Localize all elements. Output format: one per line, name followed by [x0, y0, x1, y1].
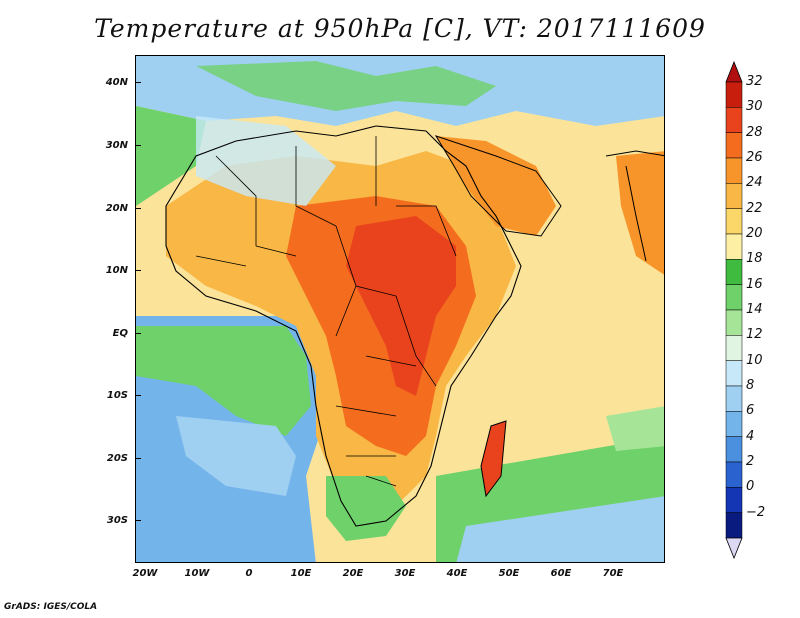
colorbar-segment: [725, 512, 743, 539]
colorbar-label: 14: [746, 302, 763, 317]
lat-label-10s: 10S: [106, 390, 128, 401]
colorbar-bottom-arrow: [725, 537, 743, 560]
lat-label-20s: 20S: [106, 453, 128, 464]
colorbar-segment: [725, 411, 743, 437]
lat-label-eq: EQ: [112, 328, 128, 339]
lat-label-40n: 40N: [105, 77, 128, 88]
colorbar-label: 18: [746, 251, 763, 267]
south-indian-light: [456, 496, 664, 562]
atlantic-north-green: [136, 106, 206, 206]
colorbar-label: 6: [746, 403, 755, 419]
lon-label-40e: 40E: [446, 568, 468, 579]
lon-label-0: 0: [245, 568, 253, 579]
india-hot: [616, 151, 664, 275]
colorbar-label: 28: [746, 124, 763, 140]
colorbar-label: 20: [746, 226, 763, 241]
colorbar-segment: [725, 81, 743, 108]
colorbar-segment: [725, 487, 743, 513]
colorbar-segment: [725, 335, 743, 361]
map-title: Temperature at 950hPa [C], VT: 201711160…: [94, 14, 706, 43]
lon-label-60e: 60E: [550, 568, 572, 579]
colorbar-top-arrow: [725, 60, 743, 83]
lat-label-20n: 20N: [105, 203, 128, 214]
colorbar-label: 30: [746, 99, 763, 115]
colorbar-svg: [725, 60, 743, 560]
colorbar-label: 24: [746, 175, 763, 191]
southern-africa-green: [326, 476, 406, 541]
colorbar-segment: [725, 284, 743, 311]
colorbar-segment: [725, 183, 743, 209]
colorbar-label: −2: [746, 504, 766, 520]
sahara-cool: [196, 116, 336, 206]
lat-label-10n: 10N: [105, 265, 128, 276]
colorbar-label: 0: [746, 479, 755, 495]
indian-ocean-light-green: [606, 406, 664, 451]
colorbar-segment: [725, 309, 743, 336]
lon-label-70e: 70E: [602, 568, 624, 579]
temperature-map: [135, 55, 665, 563]
colorbar-segment: [725, 233, 743, 260]
colorbar-label: 26: [746, 150, 763, 165]
south-atlantic-green: [136, 326, 311, 436]
colorbar: [724, 60, 744, 564]
lon-label-10w: 10W: [184, 568, 210, 579]
colorbar-segment: [725, 157, 743, 184]
footer-credit: GrADS: IGES/COLA: [4, 602, 98, 612]
lon-label-30e: 30E: [394, 568, 416, 579]
lon-label-50e: 50E: [498, 568, 520, 579]
lon-label-20w: 20W: [132, 568, 158, 579]
country-borders: [195, 136, 457, 487]
colorbar-segment: [725, 436, 743, 463]
madagascar: [480, 420, 507, 498]
colorbar-segment: [725, 259, 743, 285]
colorbar-label: 4: [746, 428, 755, 444]
arabia-hot: [436, 136, 556, 236]
colorbar-label: 32: [746, 74, 763, 89]
colorbar-label: 2: [746, 454, 755, 469]
colorbar-segment: [725, 107, 743, 133]
lon-label-20e: 20E: [342, 568, 364, 579]
africa-very-hot-region: [346, 216, 456, 396]
north-africa-green: [196, 61, 496, 111]
india-coastline: [605, 150, 664, 262]
lat-label-30s: 30S: [106, 515, 128, 526]
africa-coastline: [165, 125, 522, 527]
colorbar-label: 10: [746, 352, 763, 368]
colorbar-label: 12: [746, 327, 763, 343]
lat-label-30n: 30N: [105, 140, 128, 151]
arabia-coastline: [434, 135, 562, 237]
colorbar-label: 22: [746, 200, 763, 216]
colorbar-label: 8: [746, 378, 755, 393]
colorbar-segment: [725, 360, 743, 387]
map-canvas: [136, 56, 664, 562]
south-atlantic-light: [176, 416, 296, 496]
colorbar-label: 16: [746, 276, 763, 292]
colorbar-segment: [725, 461, 743, 488]
colorbar-segment: [725, 208, 743, 235]
colorbar-segment: [725, 385, 743, 412]
lon-label-10e: 10E: [290, 568, 312, 579]
colorbar-segment: [725, 132, 743, 159]
